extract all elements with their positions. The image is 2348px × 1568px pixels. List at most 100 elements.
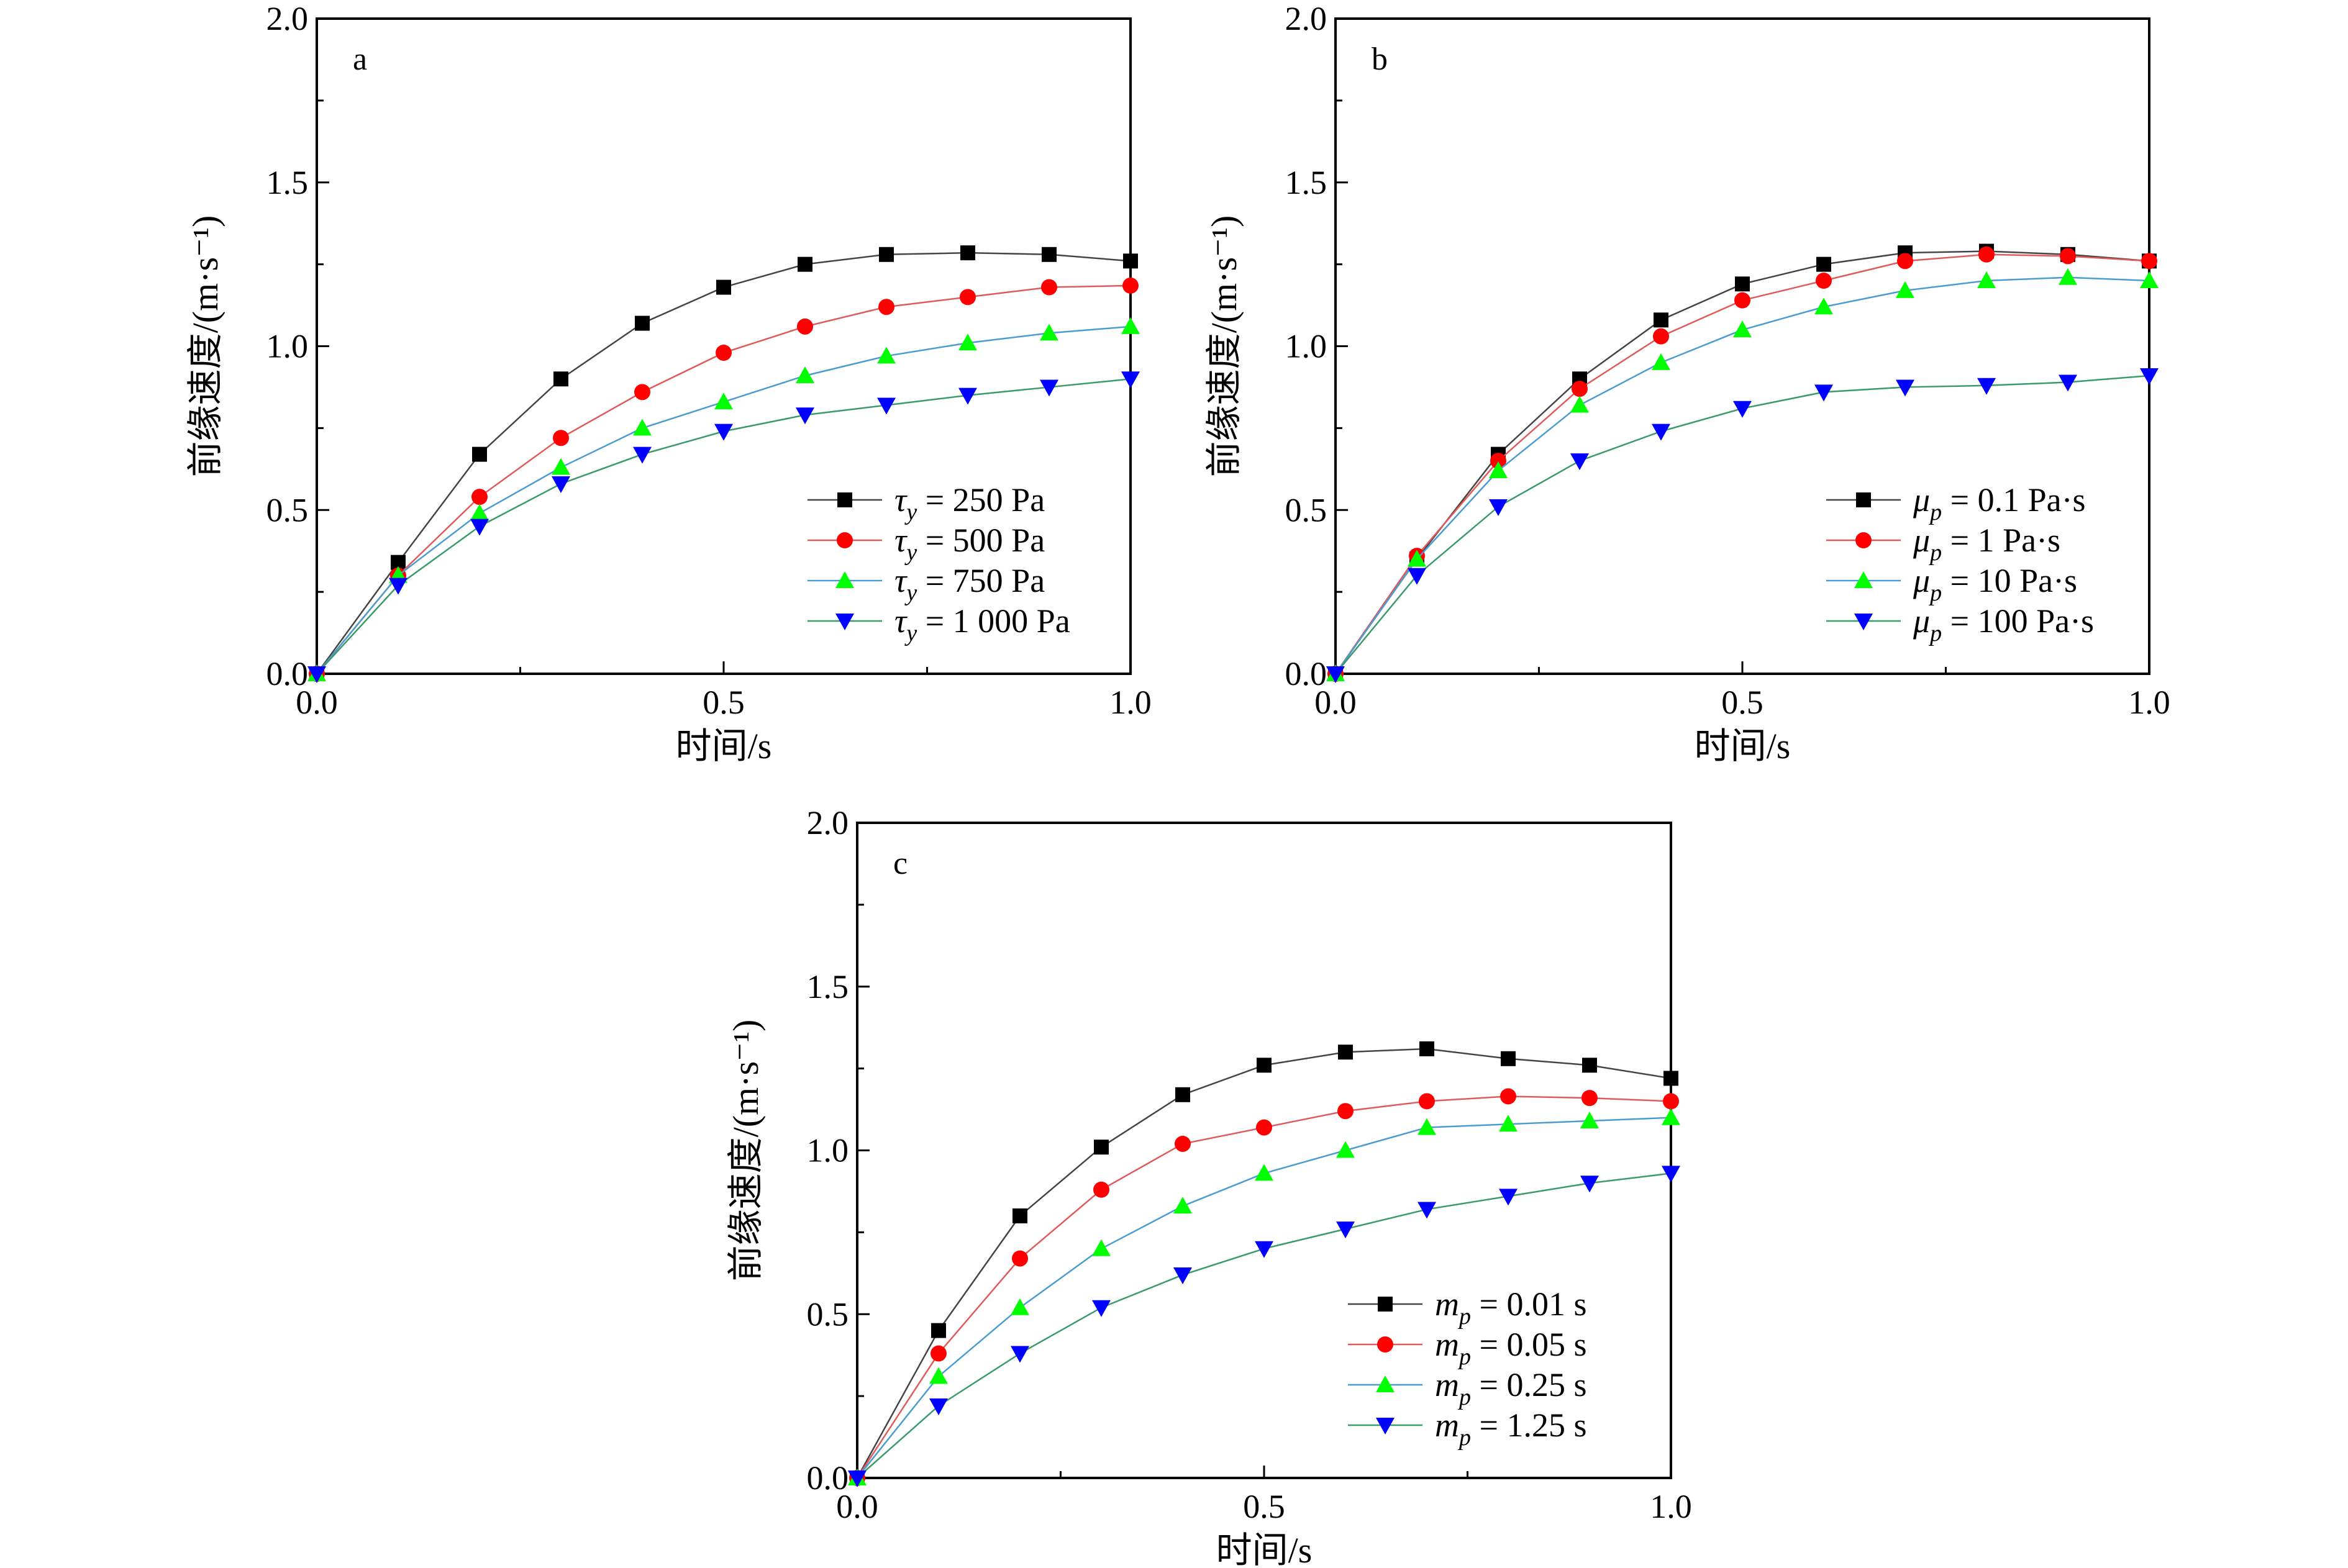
data-point [1121, 371, 1140, 389]
data-point [2140, 368, 2159, 385]
data-point [716, 345, 732, 361]
data-point [1042, 247, 1057, 262]
legend-entry: mp = 0.01 s [1435, 1285, 1586, 1330]
data-point [960, 245, 975, 261]
legend-subscript: p [1457, 1425, 1471, 1451]
data-point [472, 446, 487, 462]
data-point [1040, 379, 1058, 397]
legend-symbol: τ [894, 481, 908, 519]
data-point [1092, 1239, 1111, 1256]
legend-marker [1376, 1418, 1395, 1434]
data-point [2060, 248, 2076, 265]
data-point [1417, 1118, 1436, 1135]
y-tick-label: 1.5 [807, 968, 849, 1005]
legend-marker [1856, 492, 1871, 507]
data-point [1570, 453, 1589, 471]
data-point [1580, 1112, 1599, 1129]
data-point [1255, 1241, 1273, 1258]
data-point [878, 299, 894, 315]
x-tick-label: 0.5 [1721, 684, 1763, 721]
data-point [1662, 1166, 1680, 1183]
y-axis-title: 前缘速度/(m·s⁻¹) [1204, 215, 1244, 478]
data-point [1122, 277, 1139, 294]
data-point [1255, 1164, 1273, 1181]
data-point [552, 458, 570, 475]
legend-entry: mp = 0.05 s [1435, 1326, 1586, 1370]
legend-text: = 100 Pa·s [1942, 602, 2094, 640]
data-point [553, 430, 569, 446]
legend-entry: μp = 0.1 Pa·s [1913, 481, 2086, 525]
data-point [798, 256, 812, 272]
data-point [1123, 253, 1138, 269]
legend-text: = 0.01 s [1471, 1285, 1586, 1323]
legend-text: = 10 Pa·s [1942, 562, 2077, 599]
legend-text: = 0.05 s [1471, 1326, 1586, 1363]
data-point [958, 387, 977, 405]
legend-subscript: y [904, 499, 917, 525]
data-point [1499, 1189, 1518, 1206]
data-point [1093, 1181, 1109, 1198]
data-point [1816, 256, 1831, 272]
legend-marker [1854, 614, 1873, 630]
legend-entry: τy = 500 Pa [894, 522, 1045, 566]
data-point [1500, 1088, 1516, 1105]
legend-marker [835, 614, 854, 630]
data-point [1490, 453, 1506, 469]
data-point [1663, 1093, 1679, 1110]
data-point [1408, 568, 1426, 585]
legend-subscript: y [904, 620, 917, 646]
data-point [1092, 1300, 1111, 1317]
data-point [2140, 271, 2159, 288]
data-point [1581, 1090, 1598, 1107]
x-tick-label: 1.0 [2128, 684, 2170, 721]
legend-subscript: p [1457, 1384, 1471, 1410]
data-point [1652, 424, 1670, 441]
data-point [1570, 396, 1589, 413]
legend-marker [835, 571, 854, 588]
data-point [931, 1345, 947, 1362]
y-tick-label: 0.0 [1285, 655, 1327, 692]
data-point [389, 578, 407, 595]
data-point [1121, 317, 1140, 334]
y-axis-title: 前缘速度/(m·s⁻¹) [726, 1020, 766, 1282]
x-tick-label: 0.5 [703, 684, 745, 721]
legend-entry: mp = 0.25 s [1435, 1366, 1586, 1410]
data-point [929, 1398, 948, 1415]
data-point [470, 504, 489, 521]
data-point [634, 384, 650, 401]
data-point [1419, 1041, 1434, 1056]
legend-entry: τy = 750 Pa [894, 562, 1045, 606]
legend-symbol: μ [1913, 562, 1930, 599]
x-tick-label: 0.5 [1243, 1488, 1285, 1525]
data-point [1012, 1250, 1028, 1267]
legend-symbol: τ [894, 562, 908, 599]
legend-subscript: p [1928, 620, 1942, 646]
data-point [1582, 1058, 1597, 1073]
data-point [1499, 1115, 1518, 1132]
data-point [1734, 292, 1750, 309]
data-point [1011, 1346, 1029, 1363]
data-point [1896, 281, 1914, 298]
y-tick-label: 1.5 [266, 164, 309, 201]
legend-subscript: p [1928, 580, 1942, 606]
x-axis-title: 时间/s [676, 726, 772, 766]
data-point [635, 315, 650, 331]
y-tick-label: 1.5 [1285, 164, 1327, 201]
data-point [1653, 328, 1669, 345]
panel-label: a [353, 42, 367, 77]
data-point [2059, 374, 2077, 392]
data-point [1652, 353, 1670, 370]
legend-entry: mp = 1.25 s [1435, 1407, 1586, 1451]
legend-symbol: m [1435, 1285, 1459, 1323]
data-point [1572, 381, 1588, 397]
data-point [553, 371, 568, 387]
data-point [1977, 271, 1996, 288]
legend-text: = 500 Pa [917, 522, 1045, 559]
legend-subscript: y [904, 540, 917, 566]
data-point [960, 289, 976, 306]
legend-text: = 250 Pa [917, 481, 1045, 519]
x-tick-label: 0.0 [836, 1488, 878, 1525]
data-point [1489, 499, 1508, 516]
data-point [1733, 401, 1752, 418]
legend-symbol: τ [894, 602, 908, 640]
